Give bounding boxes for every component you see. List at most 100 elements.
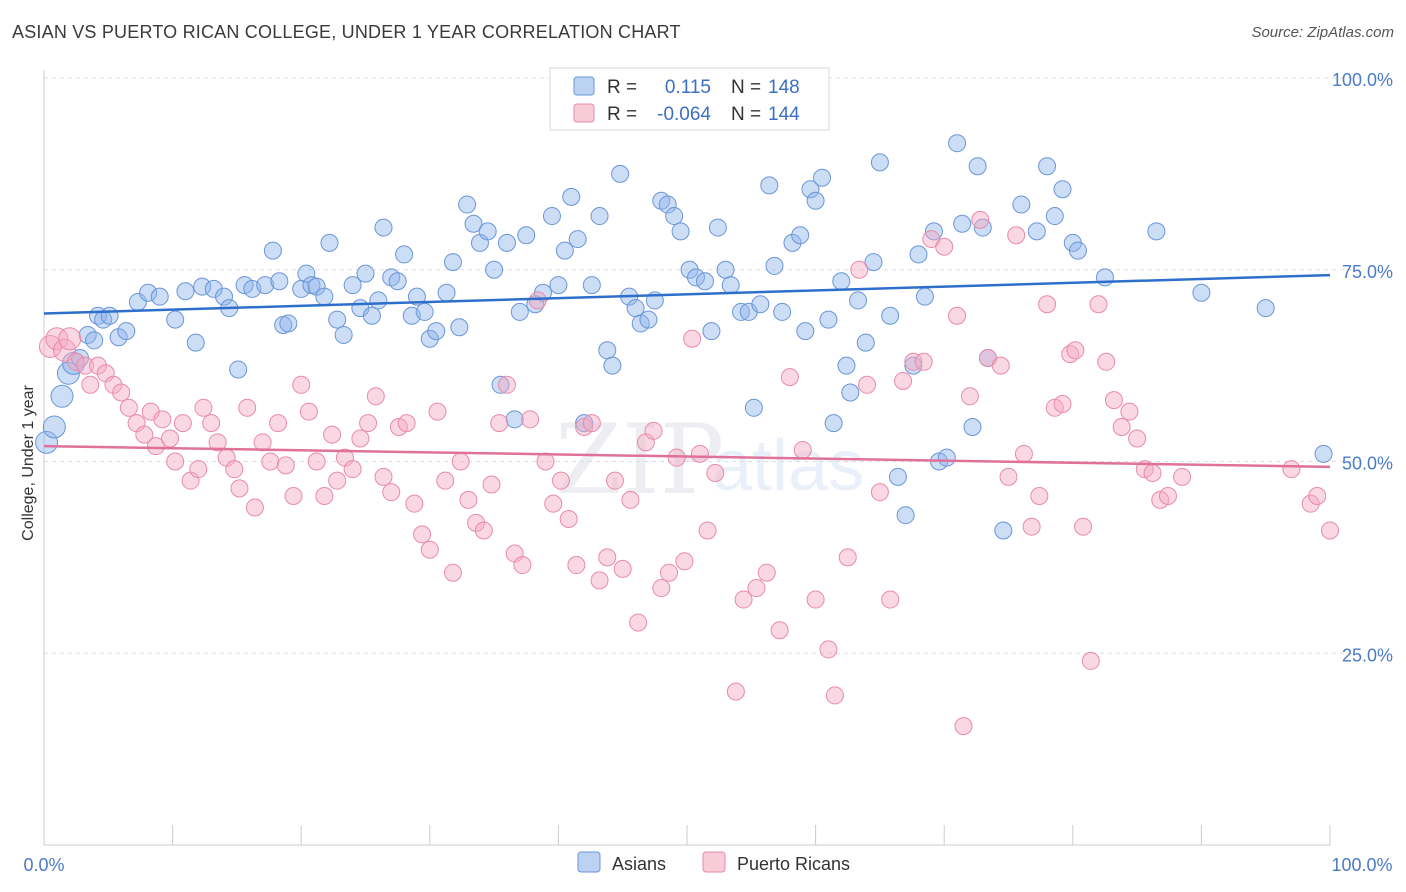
point-puerto-ricans-119 [1022, 517, 1041, 536]
point-asians-136 [1045, 207, 1064, 226]
y-tick-label-75: 75.0% [1342, 262, 1393, 282]
legend-swatch-puerto-ricans [573, 103, 595, 123]
point-puerto-ricans-139 [1282, 460, 1301, 479]
point-asians-103 [791, 226, 810, 245]
point-puerto-ricans-6 [81, 375, 100, 394]
point-puerto-ricans-89 [706, 464, 725, 483]
point-asians-30 [279, 314, 298, 333]
point-asians-99 [760, 176, 779, 195]
point-puerto-ricans-118 [1014, 444, 1033, 463]
legend-swatch-asians [573, 76, 595, 96]
watermark-atlas: atlas [712, 426, 864, 506]
point-asians-54 [443, 253, 462, 272]
point-puerto-ricans-29 [245, 498, 264, 517]
point-puerto-ricans-30 [253, 433, 272, 452]
point-asians-53 [437, 283, 456, 302]
point-asians-65 [517, 226, 536, 245]
point-puerto-ricans-5 [76, 356, 95, 375]
point-asians-36 [320, 233, 339, 252]
point-puerto-ricans-103 [870, 483, 889, 502]
point-asians-75 [590, 207, 609, 226]
point-asians-68 [542, 207, 561, 226]
point-puerto-ricans-51 [413, 525, 432, 544]
point-asians-100 [765, 256, 784, 275]
point-asians-134 [1027, 222, 1046, 241]
point-asians-85 [658, 195, 677, 214]
point-asians-126 [948, 134, 967, 153]
series-legend: Asians Puerto Ricans [577, 851, 850, 874]
point-asians-95 [732, 302, 751, 321]
point-asians-133 [1012, 195, 1031, 214]
point-puerto-ricans-23 [202, 414, 221, 433]
stats-legend: R = 0.115 N = 148 R = -0.064 N = 144 [549, 67, 830, 131]
point-puerto-ricans-1 [45, 327, 69, 351]
point-puerto-ricans-42 [343, 460, 362, 479]
chart-title: ASIAN VS PUERTO RICAN COLLEGE, UNDER 1 Y… [12, 22, 681, 42]
point-asians-90 [696, 272, 715, 291]
point-asians-132 [994, 521, 1013, 540]
point-puerto-ricans-90 [726, 682, 745, 701]
point-puerto-ricans-131 [1112, 417, 1131, 436]
point-puerto-ricans-53 [428, 402, 447, 421]
point-puerto-ricans-100 [838, 548, 857, 567]
point-asians-15 [150, 287, 169, 306]
bottom-legend-swatch-puerto-ricans [702, 851, 726, 873]
point-asians-104 [796, 322, 815, 341]
point-asians-78 [611, 164, 630, 183]
point-puerto-ricans-22 [194, 398, 213, 417]
point-puerto-ricans-62 [497, 375, 516, 394]
point-asians-128 [963, 417, 982, 436]
point-puerto-ricans-142 [1321, 521, 1339, 540]
point-puerto-ricans-138 [1173, 467, 1192, 486]
point-puerto-ricans-94 [770, 621, 789, 640]
point-asians-32 [297, 264, 316, 283]
legend-r-value-asians: 0.115 [665, 77, 711, 98]
point-asians-120 [904, 356, 923, 375]
point-puerto-ricans-137 [1158, 487, 1177, 506]
point-puerto-ricans-73 [582, 414, 601, 433]
point-puerto-ricans-104 [881, 590, 900, 609]
point-puerto-ricans-19 [173, 414, 192, 433]
chart-source: Source: ZipAtlas.com [1251, 24, 1394, 41]
point-asians-41 [356, 264, 375, 283]
point-asians-51 [420, 329, 439, 348]
point-asians-86 [665, 207, 684, 226]
point-asians-141 [1147, 222, 1166, 241]
point-puerto-ricans-135 [1143, 464, 1162, 483]
point-asians-61 [491, 375, 510, 394]
point-puerto-ricans-106 [904, 352, 923, 371]
legend-r-value-puerto-ricans: -0.064 [657, 104, 711, 125]
point-puerto-ricans-128 [1089, 295, 1108, 314]
point-asians-116 [870, 153, 889, 172]
point-puerto-ricans-68 [544, 494, 563, 513]
point-asians-82 [639, 310, 658, 329]
point-asians-73 [575, 414, 594, 433]
x-tick-label-max: 100.0% [1331, 855, 1392, 875]
trend-lines [43, 273, 1331, 469]
point-puerto-ricans-17 [161, 429, 180, 448]
point-puerto-ricans-18 [166, 452, 185, 471]
point-puerto-ricans-77 [613, 559, 632, 578]
point-asians-26 [256, 276, 275, 295]
point-puerto-ricans-79 [629, 613, 648, 632]
point-puerto-ricans-113 [971, 210, 990, 229]
point-puerto-ricans-107 [914, 352, 933, 371]
point-puerto-ricans-91 [734, 590, 753, 609]
point-asians-0 [35, 430, 59, 454]
point-puerto-ricans-28 [238, 398, 257, 417]
point-puerto-ricans-129 [1097, 352, 1116, 371]
point-puerto-ricans-11 [119, 398, 138, 417]
point-asians-127 [953, 214, 972, 233]
point-puerto-ricans-61 [490, 414, 509, 433]
point-puerto-ricans-83 [659, 563, 678, 582]
point-asians-38 [334, 325, 353, 344]
point-asians-129 [968, 157, 987, 176]
point-asians-107 [813, 168, 832, 187]
point-asians-102 [783, 233, 802, 252]
point-puerto-ricans-69 [551, 471, 570, 490]
point-asians-1 [42, 415, 66, 439]
point-asians-101 [773, 302, 792, 321]
point-puerto-ricans-45 [366, 387, 385, 406]
point-asians-70 [555, 241, 574, 260]
